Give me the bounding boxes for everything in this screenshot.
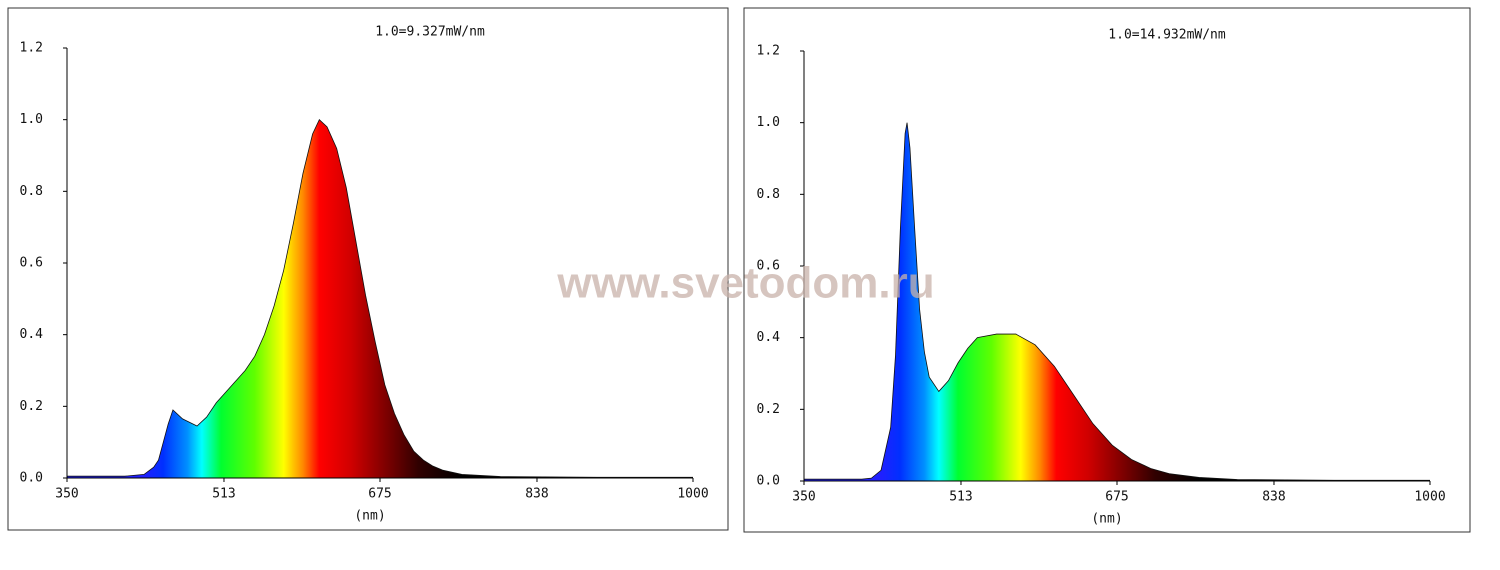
watermark: www.svetodom.ru [556, 259, 934, 308]
x-tick-label: 838 [525, 487, 548, 502]
y-tick-label: 1.0 [757, 115, 780, 130]
y-tick-label: 0.2 [757, 402, 780, 417]
x-tick-label: 513 [212, 487, 235, 502]
y-tick-label: 0.4 [20, 327, 44, 342]
y-tick-label: 0.6 [757, 259, 780, 274]
y-tick-label: 0.4 [757, 330, 781, 345]
spectrum-line [804, 122, 1430, 481]
spectrum-area [67, 119, 693, 479]
annotation: 1.0=9.327mW/nm [375, 25, 485, 40]
annotation: 1.0=14.932mW/nm [1108, 28, 1226, 43]
x-tick-label: 350 [792, 490, 815, 505]
x-tick-label: 675 [1105, 490, 1128, 505]
y-tick-label: 1.0 [20, 112, 43, 127]
x-tick-label: 1000 [1414, 490, 1445, 505]
y-tick-label: 0.2 [20, 399, 43, 414]
y-tick-label: 0.6 [20, 256, 43, 271]
x-tick-label: 350 [55, 487, 78, 502]
panel-frame [7, 7, 729, 531]
y-tick-label: 1.2 [757, 44, 780, 59]
y-tick-label: 0.0 [20, 471, 43, 486]
x-tick-label: 513 [949, 490, 972, 505]
y-tick-label: 0.8 [757, 187, 780, 202]
panel-frame [743, 7, 1471, 533]
x-tick-label: 675 [368, 487, 391, 502]
y-tick-label: 0.0 [757, 474, 780, 489]
spectrum-area [804, 122, 1430, 482]
x-tick-label: 838 [1262, 490, 1285, 505]
y-tick-label: 1.2 [20, 41, 43, 56]
x-axis-label: (nm) [354, 509, 385, 524]
y-tick-label: 0.8 [20, 184, 43, 199]
x-tick-label: 1000 [677, 487, 708, 502]
x-axis-label: (nm) [1091, 512, 1122, 527]
spectrum-line [67, 119, 693, 478]
